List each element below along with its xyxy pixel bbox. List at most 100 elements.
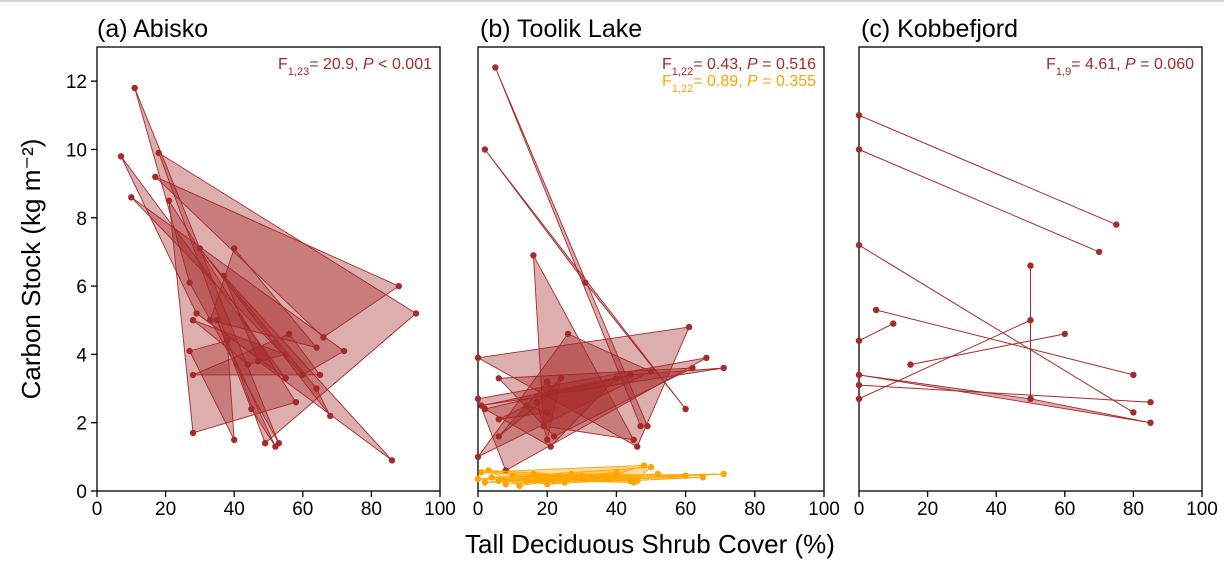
site-polygon bbox=[477, 333, 653, 458]
data-point bbox=[533, 399, 540, 406]
data-point bbox=[189, 429, 197, 437]
data-point bbox=[1027, 262, 1034, 269]
data-point bbox=[485, 467, 492, 474]
y-axis-title: Carbon Stock (kg m⁻²) bbox=[16, 139, 46, 400]
data-point bbox=[1027, 317, 1034, 324]
panel-frame bbox=[858, 46, 1203, 492]
site-polygon bbox=[192, 319, 288, 366]
data-point bbox=[388, 457, 396, 464]
y-tick-label: 0 bbox=[76, 482, 87, 503]
data-point bbox=[412, 310, 420, 317]
y-tick-label: 12 bbox=[66, 72, 87, 93]
plot-layer bbox=[855, 112, 1154, 426]
site-segment bbox=[910, 333, 1065, 366]
data-point bbox=[155, 149, 162, 157]
data-point bbox=[689, 364, 696, 372]
data-point bbox=[1130, 371, 1137, 379]
data-point bbox=[474, 475, 482, 483]
data-point bbox=[544, 378, 551, 385]
data-point bbox=[647, 368, 655, 375]
data-point bbox=[630, 436, 637, 443]
site-segment bbox=[858, 319, 1031, 400]
data-point bbox=[627, 477, 634, 484]
site-polygon bbox=[223, 275, 393, 461]
stat-annotation: F1,23= 20.9, P < 0.001 bbox=[278, 56, 432, 78]
site-polygon bbox=[199, 248, 331, 417]
y-tick-label: 4 bbox=[76, 345, 87, 366]
data-point bbox=[502, 481, 509, 488]
data-point bbox=[327, 412, 334, 420]
data-point bbox=[855, 146, 863, 153]
x-tick-label: 20 bbox=[155, 499, 176, 520]
site-polygon bbox=[477, 357, 707, 472]
data-point bbox=[855, 241, 863, 249]
site-polygon bbox=[134, 87, 280, 444]
panel-frame bbox=[96, 46, 441, 492]
site-polygon bbox=[154, 176, 400, 338]
x-tick-label: 60 bbox=[1054, 499, 1075, 520]
data-point bbox=[495, 416, 502, 423]
data-point bbox=[231, 245, 238, 252]
data-point bbox=[1113, 221, 1120, 228]
data-point bbox=[599, 475, 606, 483]
site-segment bbox=[875, 309, 1134, 376]
data-point bbox=[117, 153, 125, 160]
data-point bbox=[550, 477, 558, 484]
data-point bbox=[547, 443, 554, 450]
site-segment bbox=[858, 323, 894, 342]
site-polygon bbox=[498, 380, 555, 437]
data-point bbox=[231, 436, 238, 443]
panel-toolik-lake: (b) Toolik Lake 0 20 40 60 80 100 F1,22= 0.43… bbox=[473, 15, 840, 520]
data-point bbox=[634, 443, 641, 450]
data-point bbox=[478, 469, 485, 476]
data-point bbox=[530, 252, 537, 259]
data-point bbox=[224, 337, 231, 344]
data-point bbox=[550, 433, 558, 440]
data-point bbox=[152, 173, 159, 180]
data-point bbox=[213, 317, 221, 324]
data-point bbox=[907, 361, 914, 368]
site-segment bbox=[858, 114, 1117, 226]
data-point bbox=[292, 399, 300, 406]
data-point bbox=[395, 282, 402, 290]
data-point bbox=[855, 381, 863, 389]
data-point bbox=[1027, 395, 1034, 402]
data-point bbox=[654, 470, 662, 478]
y-tick-label: 10 bbox=[66, 140, 87, 161]
data-point bbox=[530, 470, 537, 478]
x-tick-label: 40 bbox=[224, 499, 245, 520]
data-point bbox=[272, 443, 279, 450]
x-tick-label: 80 bbox=[744, 499, 765, 520]
data-point bbox=[255, 358, 262, 365]
data-point bbox=[196, 245, 204, 252]
data-point bbox=[285, 330, 293, 338]
x-tick-label: 80 bbox=[1123, 499, 1144, 520]
data-point bbox=[634, 477, 641, 484]
panel-title: (c) Kobbefjord bbox=[861, 15, 1018, 43]
data-point bbox=[557, 375, 565, 382]
data-point bbox=[244, 361, 252, 368]
data-point bbox=[495, 375, 502, 382]
site-segment bbox=[858, 149, 1100, 253]
x-tick-label: 20 bbox=[917, 499, 938, 520]
panel-frame bbox=[477, 46, 825, 492]
panel-title: (a) Abisko bbox=[97, 15, 208, 43]
data-point bbox=[647, 463, 655, 471]
data-point bbox=[207, 317, 214, 324]
data-point bbox=[313, 385, 320, 392]
data-point bbox=[492, 64, 499, 71]
data-point bbox=[550, 388, 558, 396]
data-point bbox=[682, 472, 689, 479]
x-tick-label: 0 bbox=[854, 499, 865, 520]
site-polygon bbox=[498, 405, 548, 420]
x-tick-label: 0 bbox=[92, 499, 103, 520]
data-point bbox=[316, 371, 324, 379]
site-polygon bbox=[483, 377, 618, 448]
data-point bbox=[313, 344, 320, 351]
x-tick-label: 40 bbox=[606, 499, 627, 520]
data-point bbox=[637, 422, 644, 430]
data-point bbox=[564, 330, 572, 338]
data-point bbox=[720, 364, 727, 372]
